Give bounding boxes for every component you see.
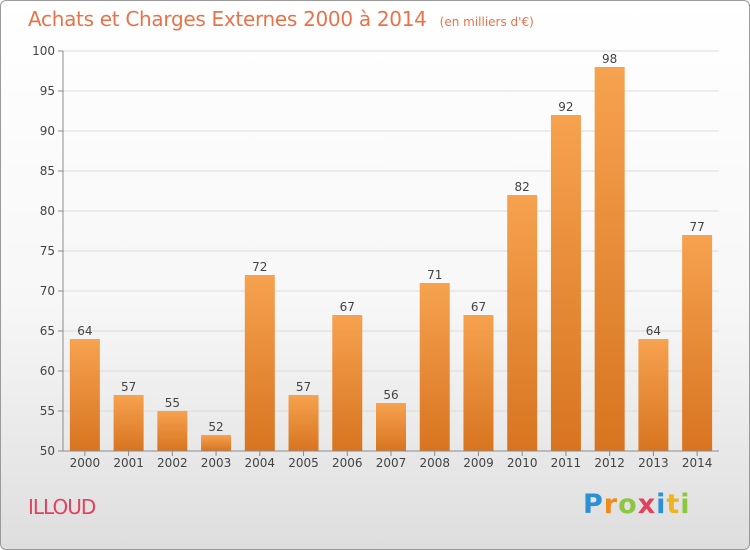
x-tick-label: 2005 — [288, 456, 319, 470]
bar-2008 — [419, 283, 450, 451]
value-label: 71 — [427, 268, 442, 282]
x-tick-label: 2006 — [332, 456, 363, 470]
y-tick-label: 100 — [32, 44, 55, 58]
brand-letter: x — [637, 489, 657, 520]
value-label: 72 — [252, 260, 267, 274]
bar-2005 — [288, 395, 319, 451]
x-tick-label: 2010 — [507, 456, 538, 470]
bar-2002 — [157, 411, 188, 451]
brand-letter: o — [618, 489, 638, 520]
bar-2010 — [507, 195, 538, 451]
bar-2003 — [201, 435, 232, 451]
y-tick-label: 95 — [40, 84, 55, 98]
value-label: 52 — [208, 420, 223, 434]
bar-2014 — [682, 235, 713, 451]
x-tick-label: 2007 — [376, 456, 407, 470]
x-tick-label: 2013 — [638, 456, 669, 470]
y-tick-label: 65 — [40, 324, 55, 338]
value-label: 55 — [165, 396, 180, 410]
value-label: 67 — [340, 300, 355, 314]
value-label: 67 — [471, 300, 486, 314]
bar-2001 — [113, 395, 144, 451]
chart-title: Achats et Charges Externes 2000 à 2014 — [28, 7, 427, 31]
bar-2011 — [550, 115, 581, 451]
bar-2012 — [594, 67, 625, 451]
value-label: 98 — [602, 52, 617, 66]
y-tick-label: 90 — [40, 124, 55, 138]
x-tick-label: 2009 — [463, 456, 494, 470]
brand-letter: i — [656, 489, 667, 520]
proxiti-logo: Proxiti — [583, 489, 691, 520]
x-tick-label: 2012 — [594, 456, 625, 470]
commune-name: ILLOUD — [28, 495, 96, 519]
y-tick-label: 55 — [40, 404, 55, 418]
bar-2000 — [69, 339, 100, 451]
y-tick-label: 80 — [40, 204, 55, 218]
x-tick-label: 2014 — [682, 456, 713, 470]
x-tick-label: 2004 — [245, 456, 276, 470]
x-tick-label: 2002 — [157, 456, 188, 470]
x-tick-label: 2008 — [419, 456, 450, 470]
brand-letter: i — [680, 489, 691, 520]
brand-letter: r — [603, 489, 619, 520]
bar-2013 — [638, 339, 669, 451]
value-label: 64 — [77, 324, 92, 338]
x-tick-label: 2011 — [551, 456, 582, 470]
bar-2004 — [244, 275, 275, 451]
bar-2006 — [332, 315, 363, 451]
title-row: Achats et Charges Externes 2000 à 2014 (… — [28, 7, 534, 31]
x-tick-label: 2003 — [201, 456, 232, 470]
value-label: 56 — [383, 388, 398, 402]
bar-2007 — [376, 403, 406, 451]
y-tick-label: 85 — [40, 164, 55, 178]
y-tick-label: 50 — [40, 444, 55, 458]
value-label: 92 — [558, 100, 573, 114]
value-label: 82 — [515, 180, 530, 194]
bar-2009 — [463, 315, 494, 451]
x-tick-label: 2001 — [113, 456, 144, 470]
value-label: 57 — [296, 380, 311, 394]
value-label: 64 — [646, 324, 661, 338]
value-label: 57 — [121, 380, 136, 394]
chart-unit: (en milliers d'€) — [439, 15, 534, 29]
y-tick-label: 60 — [40, 364, 55, 378]
y-tick-label: 70 — [40, 284, 55, 298]
brand-letter: P — [583, 489, 604, 520]
value-label: 77 — [689, 220, 704, 234]
x-tick-label: 2000 — [70, 456, 101, 470]
brand-letter: t — [666, 489, 681, 520]
y-tick-label: 75 — [40, 244, 55, 258]
